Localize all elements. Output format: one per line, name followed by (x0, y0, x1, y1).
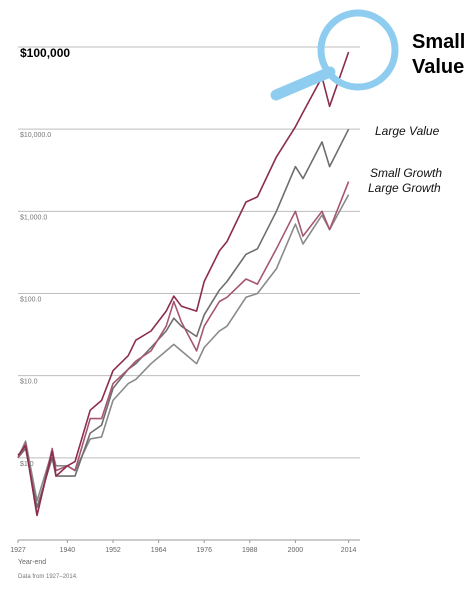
series-label: Large Value (375, 124, 440, 138)
x-axis-label: Year-end (18, 559, 46, 566)
x-tick-label: 1976 (196, 547, 212, 554)
y-tick-label: $100.0 (20, 297, 42, 304)
magnifier-handle (270, 66, 336, 101)
x-tick-label: 2000 (288, 547, 304, 554)
series-line (17, 128, 350, 509)
series-label: Small Value (412, 31, 466, 78)
y-tick-label: $10,000.0 (20, 132, 51, 139)
series-label: Large Growth (368, 181, 441, 195)
series-label: Small Growth (370, 166, 443, 180)
y-tick-label: $10.0 (20, 379, 38, 386)
source-note: Data from 1927–2014. (18, 574, 78, 580)
y-tick-label: $1,000.0 (20, 214, 47, 221)
x-tick-label: 1988 (242, 547, 258, 554)
y-tick-label: $1.0 (20, 461, 34, 468)
x-tick-label: 1964 (151, 547, 167, 554)
x-tick-label: 2014 (341, 547, 357, 554)
magnifier-lens (317, 9, 399, 91)
series-line (17, 51, 350, 517)
y-tick-label: $100,000 (20, 46, 70, 60)
series-line (17, 194, 350, 502)
magnifier-icon (270, 9, 399, 101)
x-tick-label: 1952 (105, 547, 121, 554)
series-line (17, 181, 350, 517)
x-tick-label: 1927 (10, 547, 26, 554)
x-tick-label: 1940 (60, 547, 76, 554)
